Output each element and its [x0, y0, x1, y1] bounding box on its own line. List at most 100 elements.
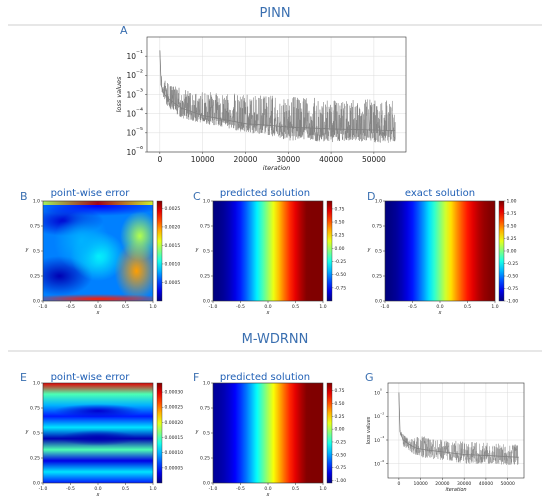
colorbar-tick-label: -0.50: [335, 452, 347, 458]
heatmap-blob: [59, 430, 137, 446]
heatmap-e: -1.0 -0.5 0.0 0.5 1.0x0.00.250.50.751.0y0.00…: [25, 381, 184, 499]
y-axis-label: loss values: [366, 416, 372, 444]
x-tick-label: -1.0: [209, 486, 218, 492]
y-tick-exponent: ⁰: [380, 389, 382, 394]
x-axis-label: iteration: [445, 487, 466, 493]
colorbar-tick-label: 0.00025: [165, 405, 184, 411]
y-tick-label: 0.25: [372, 274, 382, 280]
x-tick-label: 1.0: [491, 304, 498, 310]
y-tick-label: 10: [374, 414, 380, 420]
section-title-mwdrnn: M-WDRNN: [242, 332, 309, 347]
heatmap-d: -1.0 -0.5 0.0 0.5 1.0x0.00.250.50.751.0y1.00…: [367, 199, 519, 317]
loss-series-line: [398, 392, 519, 465]
y-tick-label: 1.0: [203, 381, 210, 387]
heatmap-field: [385, 201, 495, 301]
y-tick-exponent: ⁻⁴: [380, 437, 384, 442]
y-tick-label: 10: [126, 148, 136, 157]
y-tick-label: 0.0: [33, 299, 40, 305]
colorbar: [326, 382, 333, 484]
y-tick-label: 1.0: [203, 199, 210, 205]
y-tick-label: 10: [126, 90, 136, 99]
x-tick-label: -0.5: [66, 486, 75, 492]
colorbar-tick-label: 0.0010: [165, 261, 181, 267]
colorbar-tick-label: 0.00: [335, 427, 345, 433]
y-tick-label: 10: [126, 129, 136, 138]
heatmap-field: [213, 383, 323, 483]
heatmap-blob: [54, 211, 109, 271]
heatmap-fill: [385, 201, 495, 301]
colorbar-tick-label: 0.50: [507, 224, 517, 230]
x-tick-label: 0.5: [292, 304, 299, 310]
colorbar-tick-label: -0.75: [335, 285, 347, 291]
heatmap-f: -1.0 -0.5 0.0 0.5 1.0x0.00.250.50.751.0y0.75…: [195, 381, 347, 499]
panel-letter-d: D: [367, 190, 375, 203]
y-axis-label: y: [195, 429, 200, 435]
y-tick-label: 0.25: [30, 456, 40, 462]
panel-title-c: predicted solution: [220, 188, 310, 199]
colorbar-tick-label: 0.00005: [165, 465, 184, 471]
colorbar: [156, 382, 163, 484]
loss-envelope-line: [398, 392, 519, 458]
y-tick-label: 10: [374, 390, 380, 396]
colorbar-tick-label: 0.50: [335, 220, 345, 226]
x-tick-label: 10000: [413, 481, 427, 487]
x-axis-label: x: [438, 310, 442, 316]
colorbar-tick-label: 0.00: [507, 249, 517, 255]
colorbar-tick-label: -0.75: [335, 465, 347, 471]
y-axis-label: y: [195, 247, 200, 253]
x-tick-label: 40000: [319, 155, 343, 164]
x-tick-label: -0.5: [66, 304, 75, 310]
panel-letter-c: C: [193, 190, 201, 203]
y-tick-label: 0.25: [30, 274, 40, 280]
y-tick-label: 0.75: [30, 406, 40, 412]
colorbar-tick-label: -0.25: [335, 259, 347, 265]
heatmap-field: [213, 201, 323, 301]
colorbar-tick-label: 0.75: [335, 388, 345, 394]
y-tick-exponent: ⁻⁴: [136, 106, 143, 115]
y-tick-label: 0.25: [200, 274, 210, 280]
colorbar-tick-label: 0.00030: [165, 390, 184, 396]
x-tick-label: 1.0: [149, 486, 156, 492]
y-tick-label: 0.0: [33, 481, 40, 487]
colorbar: [156, 200, 163, 302]
colorbar-tick-label: -1.00: [507, 299, 519, 305]
x-tick-label: 0.0: [264, 304, 271, 310]
y-axis-label: loss values: [115, 76, 123, 112]
colorbar-tick-label: -0.50: [335, 272, 347, 278]
colorbar-tick-label: 0.00015: [165, 435, 184, 441]
x-tick-label: 0.5: [122, 304, 129, 310]
x-tick-label: -1.0: [209, 304, 218, 310]
x-tick-label: 0: [157, 155, 162, 164]
colorbar-tick-label: 0.00010: [165, 450, 184, 456]
colorbar-tick-label: 0.75: [335, 206, 345, 212]
panel-letter-f: F: [193, 371, 199, 384]
y-tick-label: 1.0: [375, 199, 382, 205]
colorbar-tick-label: -0.25: [335, 439, 347, 445]
colorbar-tick-label: -0.50: [507, 274, 519, 280]
x-tick-label: -1.0: [39, 486, 48, 492]
y-tick-label: 0.0: [375, 299, 382, 305]
heatmap-blob: [120, 211, 153, 261]
colorbar-tick-label: 0.0015: [165, 243, 181, 249]
colorbar-tick-label: 0.0020: [165, 224, 181, 230]
colorbar-tick-label: 0.50: [335, 401, 345, 407]
y-tick-exponent: ⁻²: [136, 68, 143, 77]
y-tick-exponent: ⁻⁶: [136, 145, 143, 154]
y-tick-label: 10: [374, 462, 380, 468]
panel-letter-e: E: [20, 371, 27, 384]
x-tick-label: 0.0: [94, 304, 101, 310]
loss-envelope-line: [159, 50, 396, 132]
plot-frame: [387, 382, 525, 479]
colorbar-tick-label: -0.75: [507, 286, 519, 292]
panel-title-d: exact solution: [405, 188, 475, 199]
heatmap-fill: [213, 383, 323, 483]
y-tick-label: 0.5: [203, 249, 210, 255]
y-tick-exponent: ⁻¹: [136, 49, 143, 58]
y-tick-label: 10: [126, 109, 136, 118]
x-axis-label: iteration: [263, 164, 290, 172]
y-tick-label: 0.25: [200, 456, 210, 462]
x-tick-label: 1.0: [319, 486, 326, 492]
